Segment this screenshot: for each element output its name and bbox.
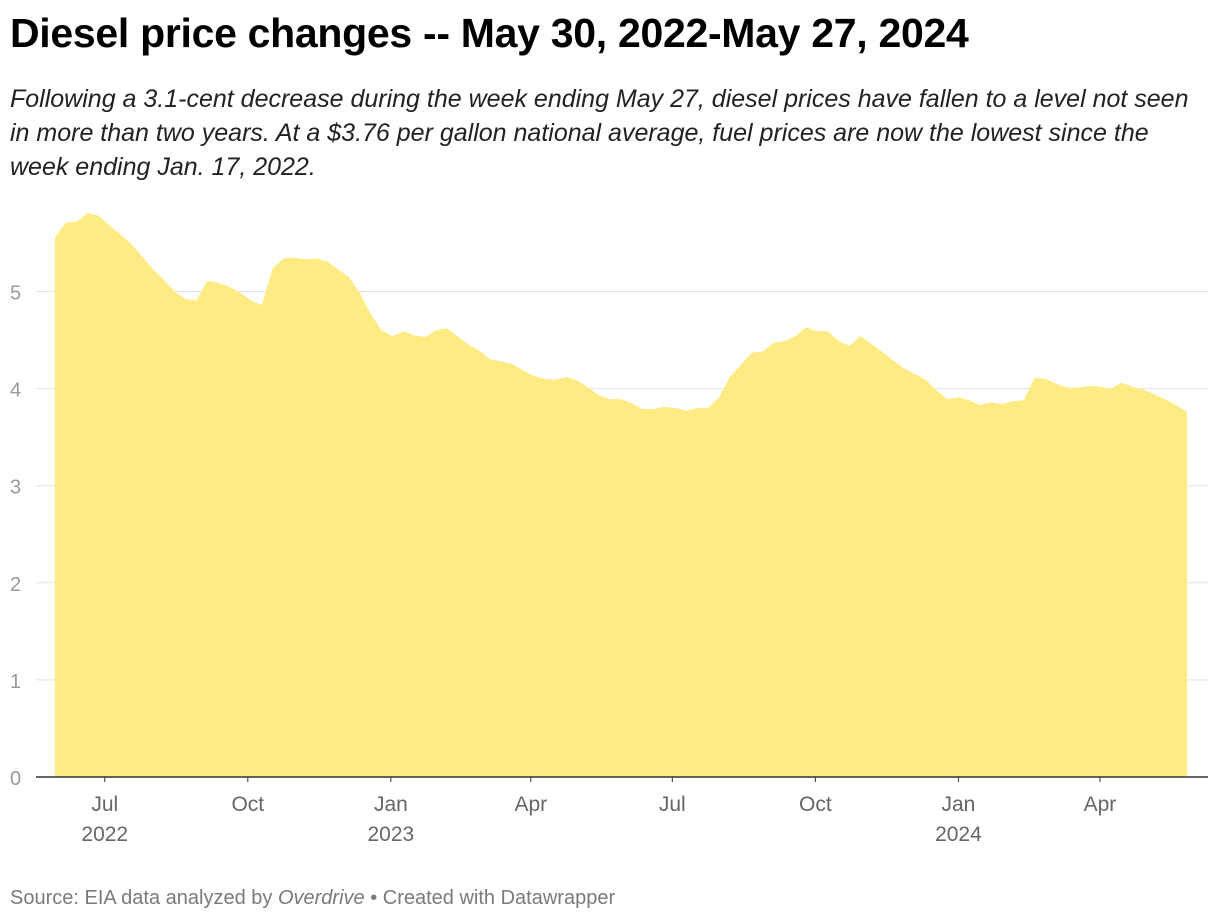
chart-title: Diesel price changes -- May 30, 2022-May… (10, 10, 969, 56)
x-tick-year: 2024 (935, 823, 982, 846)
x-tick-label: Jul (91, 793, 118, 816)
y-tick-label: 3 (10, 477, 21, 499)
y-tick-label: 2 (10, 574, 21, 596)
x-tick-label: Jul (659, 793, 686, 816)
area-chart: 0 1 2 3 4 5 Jul 2022 Oct Jan 2023 Apr Jul Oct Jan 2024… (10, 212, 1208, 846)
chart-subtitle: Following a 3.1-cent decrease during the… (10, 85, 1189, 181)
x-tick-label: Jan (941, 793, 975, 816)
y-tick-label: 1 (10, 671, 21, 693)
y-tick-label: 4 (10, 380, 21, 402)
source-outlet: Overdrive (277, 887, 365, 909)
x-tick-year: 2023 (368, 823, 415, 846)
x-tick-label: Jan (374, 793, 408, 816)
x-tick-label: Oct (799, 793, 832, 816)
x-tick-year: 2022 (81, 823, 128, 846)
y-tick-label: 0 (10, 768, 21, 790)
diesel-price-area (55, 212, 1187, 778)
area-series (36, 212, 1208, 778)
credit-text: • Created with Datawrapper (364, 887, 616, 909)
x-tick-label: Oct (231, 793, 264, 816)
x-tick-label: Apr (1084, 793, 1117, 816)
y-axis-ticks: 0 1 2 3 4 5 (10, 283, 21, 791)
x-axis-ticks: Jul 2022 Oct Jan 2023 Apr Jul Oct Jan 2024 Apr (81, 777, 1116, 846)
x-tick-label: Apr (514, 793, 547, 816)
source-footer: Source: EIA data analyzed by Overdrive •… (10, 887, 615, 910)
source-prefix: Source: EIA data analyzed by (10, 887, 278, 909)
y-tick-label: 5 (10, 283, 21, 305)
